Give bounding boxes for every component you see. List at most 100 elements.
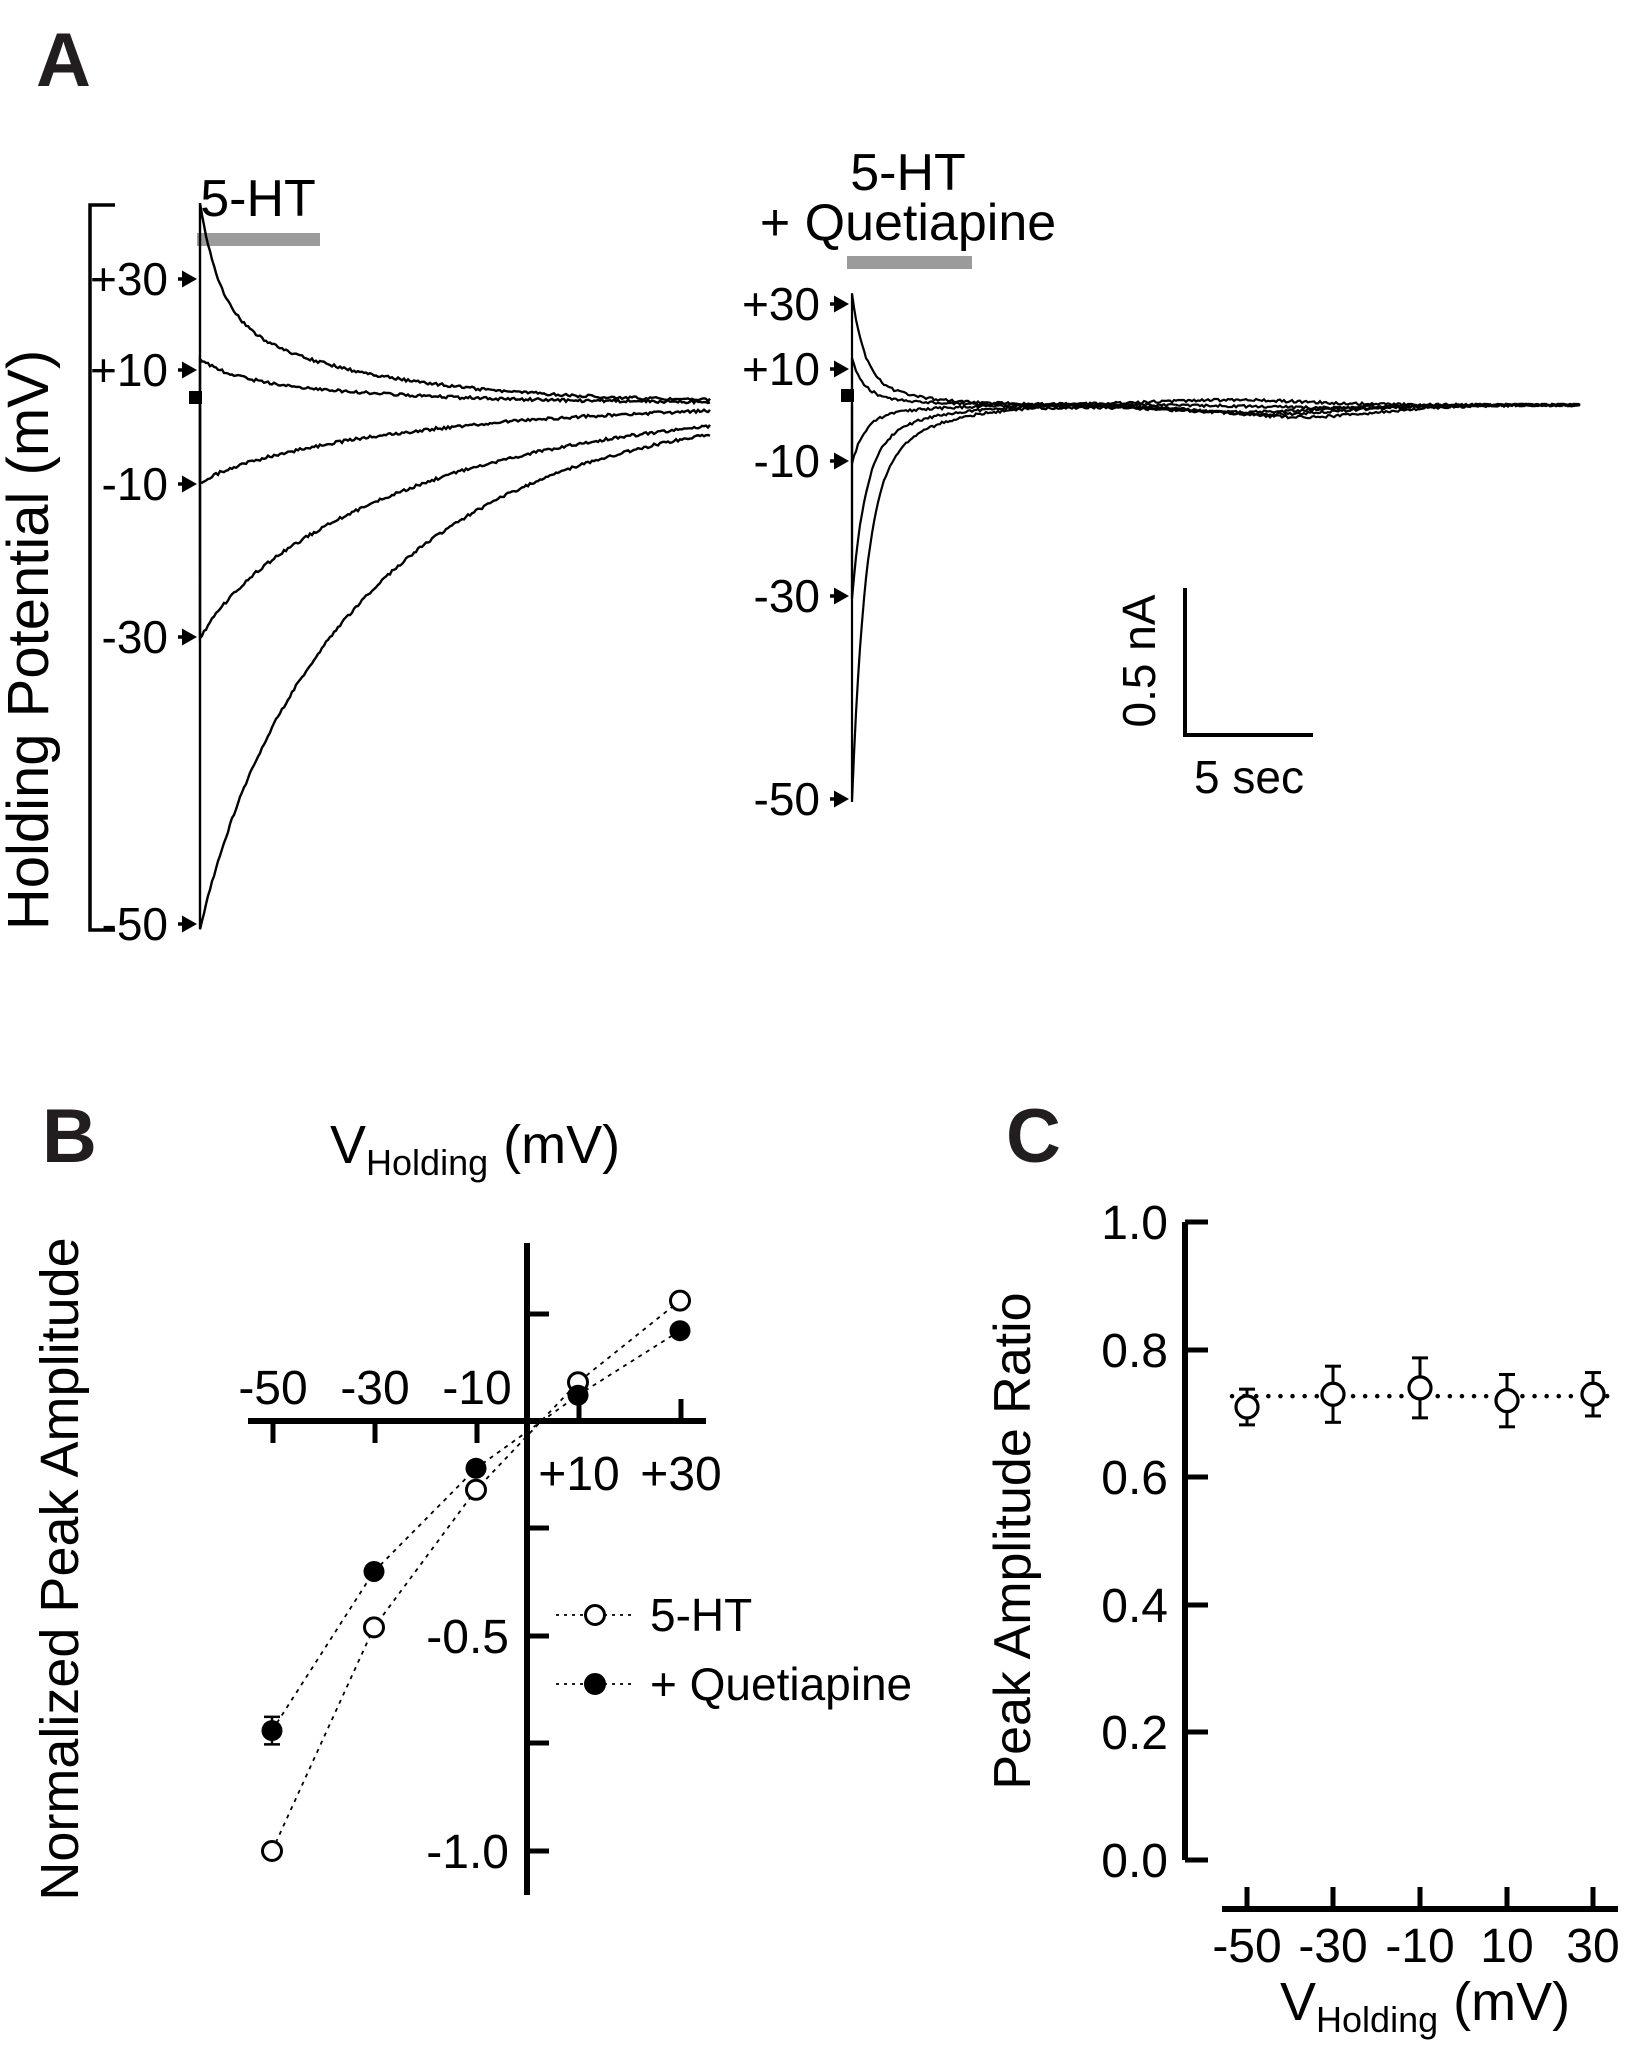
c-xtick--10: -10	[1385, 1920, 1454, 1973]
panel-b: B VHolding (mV) Normalized Peak Amplitud…	[30, 1094, 912, 1901]
stim-artifact-right	[841, 389, 854, 402]
b-point-open--10mV	[465, 1478, 487, 1501]
voltage-label--30: -30	[102, 611, 168, 663]
b-point-open-30mV	[669, 1289, 691, 1312]
c-point--30mV	[1320, 1381, 1346, 1407]
trace-5ht--10mV	[198, 403, 711, 484]
b-point-filled--50mV	[261, 1720, 283, 1742]
holding-potential-bracket	[88, 203, 115, 932]
legend-label-5ht: 5-HT	[650, 1589, 752, 1641]
panel-b-y-axis-label: Normalized Peak Amplitude	[30, 1237, 90, 1900]
panel-a: A Holding Potential (mV) 5-HT 5-HT + Que…	[0, 18, 1581, 950]
scale-bar: 0.5 nA 5 sec	[1113, 588, 1313, 803]
b-point-open--50mV	[261, 1840, 283, 1862]
legend-marker-open-circle	[584, 1604, 606, 1626]
panel-c-y-ticks	[1185, 1219, 1208, 1863]
drug-application-bar-left	[197, 233, 320, 246]
panel-c-y-axis-label: Peak Amplitude Ratio	[984, 1292, 1042, 1789]
c-ytick-00: 0.0	[1101, 1835, 1168, 1888]
c-ytick-10: 1.0	[1101, 1197, 1168, 1250]
c-xtick-10: 10	[1480, 1920, 1533, 1973]
right-trace-title-line1: 5-HT	[850, 144, 966, 202]
b-xtick--50: -50	[238, 1362, 307, 1415]
b-xtick-+30: +30	[640, 1448, 721, 1501]
trace-5ht--50mV	[198, 403, 711, 930]
voltage-arrow-head	[834, 790, 849, 808]
voltage-arrow-head	[182, 270, 197, 288]
panel-c-series	[1229, 1356, 1611, 1429]
voltage-arrow-head	[182, 475, 197, 493]
b-title-unit: (mV)	[488, 1115, 620, 1175]
drug-application-bar-right	[847, 256, 972, 269]
voltage-label--30: -30	[754, 570, 820, 622]
panel-b-legend: 5-HT + Quetiapine	[556, 1589, 912, 1710]
b-point-filled-30mV	[669, 1320, 691, 1342]
voltage-labels-left: +30 +10 -10 -30 -50	[90, 253, 197, 950]
voltage-label-+10: +10	[742, 343, 820, 395]
trace-5ht-quetiapine--50mV	[850, 402, 1581, 802]
voltage-label--50: -50	[754, 773, 820, 825]
right-trace-title-line2: + Quetiapine	[760, 194, 1056, 252]
c-xlabel-unit: (mV)	[1438, 1972, 1570, 2032]
b-point-filled--30mV	[363, 1561, 385, 1582]
panel-b-series	[261, 1289, 691, 1862]
voltage-arrow-head	[834, 587, 849, 605]
voltage-labels-right: +30 +10 -10 -30 -50	[742, 278, 849, 825]
voltage-label--50: -50	[102, 898, 168, 950]
voltage-label--10: -10	[754, 435, 820, 487]
voltage-arrow-head	[182, 361, 197, 379]
voltage-arrow-head	[182, 628, 197, 646]
trace-5ht-quetiapine--30mV	[850, 402, 1581, 600]
trace-5ht-quetiapine-30mV	[850, 293, 1581, 408]
b-xtick-+10: +10	[538, 1448, 619, 1501]
trace-5ht-10mV	[198, 355, 711, 406]
legend-marker-filled-circle	[584, 1673, 606, 1695]
panel-c: C Peak Amplitude Ratio 1.0 0.8 0.6 0.4 0	[984, 1094, 1620, 2040]
c-ytick-06: 0.6	[1101, 1452, 1168, 1505]
holding-potential-axis-label: Holding Potential (mV)	[0, 350, 61, 930]
legend-label-quetiapine: + Quetiapine	[650, 1658, 912, 1710]
b-xtick--30: -30	[340, 1362, 409, 1415]
b-ytick--05: -0.5	[426, 1611, 509, 1664]
b-point-filled-10mV	[567, 1384, 589, 1406]
panel-c-x-ticks	[1244, 1887, 1596, 1909]
voltage-label-+30: +30	[90, 253, 168, 305]
stim-artifact-left	[189, 391, 202, 404]
c-xlabel-main: V	[1280, 1972, 1316, 2032]
scale-bar-time-label: 5 sec	[1194, 751, 1304, 803]
c-ytick-04: 0.4	[1101, 1580, 1168, 1633]
panel-b-y-ticks	[527, 1311, 549, 1854]
c-point--50mV	[1234, 1394, 1260, 1420]
panel-b-x-ticks	[270, 1399, 684, 1443]
voltage-label-+30: +30	[742, 278, 820, 330]
voltage-arrow-head	[834, 295, 849, 313]
voltage-arrow-head	[834, 360, 849, 378]
b-title-sub: Holding	[366, 1142, 488, 1183]
b-ytick--10: -1.0	[426, 1826, 509, 1879]
c-point-10mV	[1494, 1388, 1520, 1414]
c-ytick-08: 0.8	[1101, 1325, 1168, 1378]
b-title-main: V	[330, 1115, 366, 1175]
traces-5ht	[198, 202, 711, 930]
panel-c-x-axis-label: VHolding (mV)	[1280, 1972, 1570, 2040]
c-xtick--30: -30	[1298, 1920, 1367, 1973]
b-point-open--30mV	[363, 1616, 385, 1639]
left-trace-title: 5-HT	[200, 170, 316, 228]
panel-c-letter: C	[1006, 1094, 1061, 1179]
b-xtick--10: -10	[442, 1362, 511, 1415]
voltage-arrow-head	[182, 915, 197, 933]
voltage-label--10: -10	[102, 458, 168, 510]
c-xtick-30: 30	[1566, 1920, 1619, 1973]
panel-b-title: VHolding (mV)	[330, 1115, 620, 1183]
c-xtick--50: -50	[1212, 1920, 1281, 1973]
c-point--10mV	[1407, 1375, 1433, 1401]
panel-a-letter: A	[36, 18, 91, 103]
b-point-filled--10mV	[465, 1457, 487, 1479]
voltage-label-+10: +10	[90, 344, 168, 396]
traces-5ht-quetiapine	[850, 293, 1581, 802]
c-point-30mV	[1580, 1381, 1606, 1407]
scale-bar-current-label: 0.5 nA	[1113, 594, 1165, 727]
c-ytick-02: 0.2	[1101, 1707, 1168, 1760]
